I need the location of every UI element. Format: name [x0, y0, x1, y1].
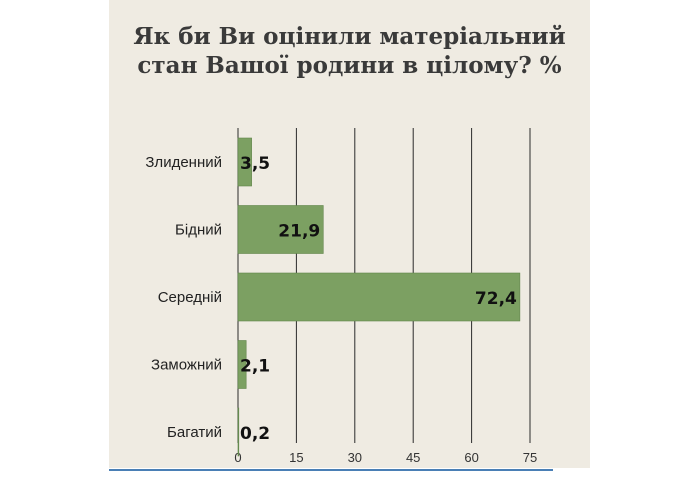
value-label-3: 2,1 [240, 357, 270, 377]
category-label-0: Злиденний [145, 154, 222, 171]
bottom-accent-line [109, 469, 553, 471]
chart-title: Як би Ви оцінили матеріальний стан Вашої… [109, 22, 590, 80]
bar-3 [237, 340, 247, 389]
x-tick-label-5: 75 [523, 450, 537, 465]
value-label-1: 21,9 [278, 222, 320, 242]
x-tick-label-1: 15 [289, 450, 303, 465]
bar-4 [237, 407, 240, 457]
category-label-1: Бідний [175, 222, 222, 239]
chart-title-line-1: Як би Ви оцінили матеріальний [133, 23, 566, 50]
x-tick-label-4: 60 [464, 450, 478, 465]
chart-panel [109, 0, 590, 468]
category-label-3: Заможний [151, 357, 222, 374]
value-label-4: 0,2 [240, 424, 270, 444]
bar-2 [237, 272, 521, 322]
x-tick-label-0: 0 [234, 450, 241, 465]
chart-title-line-2: стан Вашої родини в цілому? % [137, 52, 562, 79]
category-label-4: Багатий [167, 424, 222, 441]
category-label-2: Середній [158, 289, 222, 306]
value-label-0: 3,5 [240, 154, 270, 174]
bar-0 [237, 137, 252, 187]
bar-1 [237, 205, 324, 254]
x-tick-label-2: 30 [348, 450, 362, 465]
value-label-2: 72,4 [475, 289, 517, 309]
x-tick-label-3: 45 [406, 450, 420, 465]
